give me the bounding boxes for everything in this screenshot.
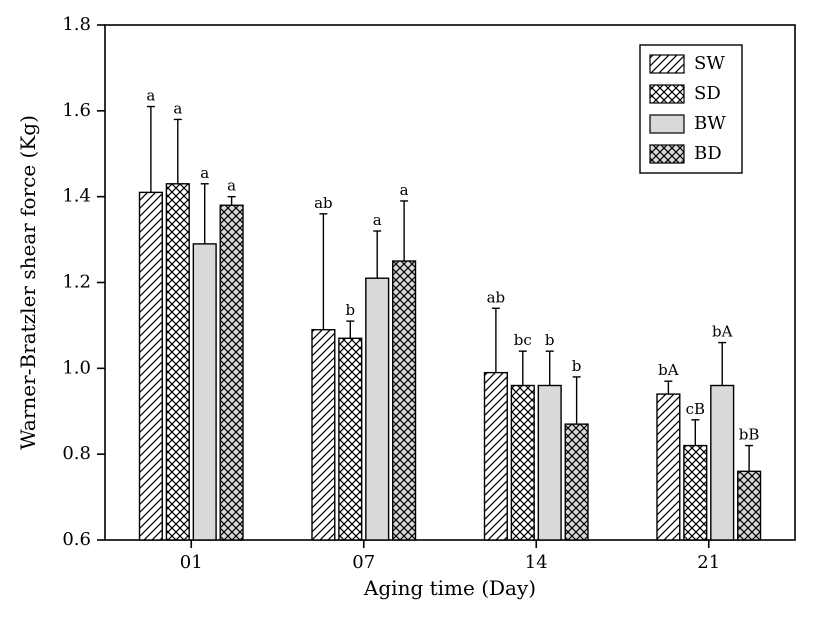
sig-SD-07: b	[345, 301, 355, 319]
legend-swatch-SD	[650, 85, 684, 103]
legend-label-BW: BW	[694, 113, 726, 134]
bar-BD-07	[393, 261, 416, 540]
bar-BD-01	[220, 205, 243, 540]
x-tick-label: 01	[180, 552, 203, 573]
sig-SD-01: a	[173, 99, 182, 117]
sig-SW-21: bA	[658, 361, 679, 379]
bar-BD-14	[565, 424, 588, 540]
y-tick-label: 0.8	[62, 443, 91, 464]
bar-SW-07	[312, 330, 335, 540]
y-tick-label: 1.8	[62, 14, 91, 35]
legend-label-SD: SD	[694, 83, 721, 104]
sig-BW-01: a	[200, 164, 209, 182]
sig-SW-07: ab	[314, 194, 333, 212]
bar-SW-14	[485, 373, 508, 540]
sig-BD-21: bB	[739, 426, 760, 444]
bar-SW-21	[657, 394, 680, 540]
y-tick-label: 1.0	[62, 357, 91, 378]
sig-BW-21: bA	[712, 323, 733, 341]
sig-BD-07: a	[400, 181, 409, 199]
legend-label-BD: BD	[694, 143, 722, 164]
x-tick-label: 21	[697, 552, 720, 573]
bar-SD-21	[684, 446, 707, 540]
y-tick-label: 1.4	[62, 186, 91, 207]
chart-root: 0.60.81.01.21.41.61.801071421aaaaabbaaab…	[0, 0, 827, 629]
sig-SW-01: a	[146, 87, 155, 105]
legend-swatch-BW	[650, 115, 684, 133]
sig-BW-14: b	[545, 331, 555, 349]
legend-label-SW: SW	[694, 53, 725, 74]
sig-SW-14: ab	[487, 288, 506, 306]
legend-swatch-BD	[650, 145, 684, 163]
bar-SD-14	[511, 386, 534, 541]
x-tick-label: 14	[525, 552, 548, 573]
y-tick-label: 0.6	[62, 529, 91, 550]
y-tick-label: 1.6	[62, 100, 91, 121]
legend-swatch-SW	[650, 55, 684, 73]
bar-SD-01	[166, 184, 189, 540]
x-axis-label: Aging time (Day)	[363, 576, 536, 600]
bar-SW-01	[140, 192, 163, 540]
bar-SD-07	[339, 338, 362, 540]
bar-BD-21	[738, 471, 761, 540]
y-tick-label: 1.2	[62, 272, 91, 293]
x-tick-label: 07	[352, 552, 375, 573]
sig-SD-14: bc	[514, 331, 532, 349]
bar-BW-14	[538, 386, 561, 541]
sig-BD-01: a	[227, 177, 236, 195]
bar-BW-01	[193, 244, 216, 540]
bar-BW-21	[711, 386, 734, 541]
bar-BW-07	[366, 278, 389, 540]
y-axis-label: Warner-Bratzler shear force (Kg)	[16, 115, 40, 450]
chart-svg: 0.60.81.01.21.41.61.801071421aaaaabbaaab…	[0, 0, 827, 629]
sig-BD-14: b	[572, 357, 582, 375]
sig-SD-21: cB	[686, 400, 705, 418]
sig-BW-07: a	[373, 211, 382, 229]
